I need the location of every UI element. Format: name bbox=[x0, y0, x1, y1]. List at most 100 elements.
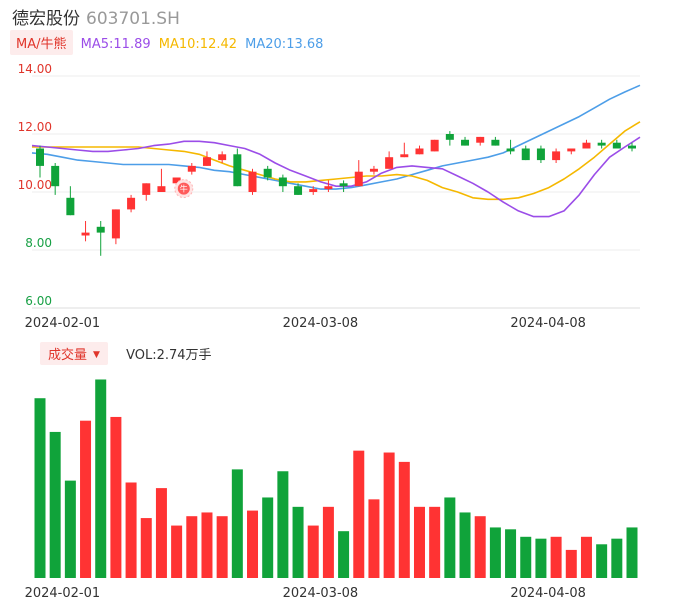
ma-toggle-button[interactable]: MA/牛熊 bbox=[10, 30, 73, 55]
candle-body bbox=[324, 186, 333, 190]
volume-bar bbox=[565, 549, 577, 578]
candle bbox=[612, 139, 621, 149]
candle-body bbox=[385, 157, 394, 169]
candle bbox=[309, 186, 318, 195]
candle bbox=[111, 209, 120, 245]
candle bbox=[278, 174, 287, 192]
volume-bar bbox=[383, 452, 395, 578]
candle bbox=[142, 183, 151, 201]
candle bbox=[521, 145, 530, 161]
candle-body bbox=[536, 148, 545, 161]
candle bbox=[51, 163, 60, 195]
candle-body bbox=[628, 145, 636, 149]
volume-bar bbox=[64, 480, 76, 578]
candle bbox=[597, 139, 606, 149]
candle-body bbox=[339, 183, 348, 187]
ma10-line bbox=[32, 121, 641, 201]
volume-bar bbox=[322, 506, 334, 578]
candle bbox=[628, 142, 636, 152]
ma20-line bbox=[31, 84, 641, 190]
volume-legend: 成交量 ▼ VOL:2.74万手 bbox=[40, 342, 212, 365]
candle-body bbox=[142, 183, 151, 195]
candle-body bbox=[400, 154, 409, 158]
stock-code: 603701.SH bbox=[86, 9, 180, 29]
candle-body bbox=[51, 165, 60, 187]
candle-body bbox=[369, 168, 378, 172]
volume-bar bbox=[353, 450, 365, 578]
y-tick-label: 10.00 bbox=[18, 178, 52, 192]
volume-bar bbox=[80, 420, 92, 578]
candle bbox=[202, 151, 211, 166]
candle bbox=[96, 221, 105, 256]
candle-body bbox=[233, 154, 242, 187]
volume-bar bbox=[429, 506, 441, 578]
candle-body bbox=[218, 154, 227, 161]
volume-bar bbox=[444, 497, 456, 578]
candle bbox=[248, 168, 257, 195]
volume-bar bbox=[49, 431, 61, 578]
candle-body bbox=[354, 171, 363, 187]
y-tick-label: 6.00 bbox=[25, 294, 52, 308]
candle-body bbox=[506, 148, 515, 152]
volume-bar bbox=[292, 506, 304, 578]
y-tick-label: 14.00 bbox=[18, 62, 52, 76]
volume-button-label: 成交量 bbox=[48, 348, 88, 363]
volume-bar bbox=[186, 516, 198, 578]
candle bbox=[187, 163, 196, 175]
candle bbox=[476, 136, 485, 146]
candle bbox=[506, 139, 515, 155]
candle-body bbox=[552, 151, 561, 161]
volume-indicator-button[interactable]: 成交量 ▼ bbox=[40, 342, 108, 365]
volume-bar bbox=[580, 536, 592, 578]
volume-bar bbox=[505, 529, 517, 578]
candle-body bbox=[96, 226, 105, 233]
candle bbox=[263, 165, 272, 181]
price-grid bbox=[32, 75, 640, 309]
moving-average-lines bbox=[31, 84, 641, 218]
x-tick-label: 2024-03-08 bbox=[283, 586, 359, 601]
candle bbox=[66, 186, 75, 216]
volume-readout: VOL:2.74万手 bbox=[126, 348, 212, 363]
candle-body bbox=[445, 134, 454, 140]
volume-bar bbox=[611, 538, 623, 578]
candle bbox=[339, 180, 348, 192]
candle-body bbox=[202, 157, 211, 166]
volume-bar bbox=[231, 469, 243, 578]
candle-body bbox=[461, 139, 470, 146]
ma-legend: MA/牛熊 MA5:11.89 MA10:12.42 MA20:13.68 bbox=[10, 30, 323, 55]
volume-bar bbox=[398, 461, 410, 578]
candle bbox=[385, 151, 394, 169]
candle-body bbox=[248, 171, 257, 192]
x-tick-label: 2024-04-08 bbox=[510, 316, 586, 331]
candle bbox=[218, 151, 227, 163]
volume-bar bbox=[489, 527, 501, 578]
candle bbox=[294, 183, 303, 195]
volume-bar bbox=[201, 512, 213, 578]
volume-bar bbox=[520, 536, 532, 578]
volume-bar bbox=[171, 525, 183, 578]
x-tick-label: 2024-04-08 bbox=[510, 586, 586, 601]
candle-body bbox=[36, 148, 44, 166]
candle-body bbox=[172, 177, 181, 184]
candle-body bbox=[263, 168, 272, 178]
date-axis-bottom: 2024-02-01 2024-03-08 2024-04-08 bbox=[25, 586, 586, 601]
volume-bar bbox=[34, 398, 46, 578]
candle-body bbox=[81, 232, 90, 236]
x-tick-label: 2024-03-08 bbox=[283, 316, 359, 331]
candle bbox=[354, 160, 363, 187]
volume-bar bbox=[262, 497, 274, 578]
candle bbox=[582, 139, 591, 149]
dropdown-triangle-icon: ▼ bbox=[93, 350, 100, 360]
volume-bar bbox=[277, 471, 289, 578]
volume-bar bbox=[413, 506, 425, 578]
bull-marker: 牛 bbox=[174, 179, 194, 199]
candle-body bbox=[430, 139, 439, 152]
candle bbox=[127, 194, 136, 213]
volume-bar bbox=[535, 538, 547, 578]
candle bbox=[552, 148, 561, 163]
candle bbox=[415, 145, 424, 155]
candle-body bbox=[294, 186, 303, 195]
candle-body bbox=[415, 148, 424, 155]
candle-body bbox=[66, 197, 75, 216]
candle bbox=[491, 136, 500, 146]
